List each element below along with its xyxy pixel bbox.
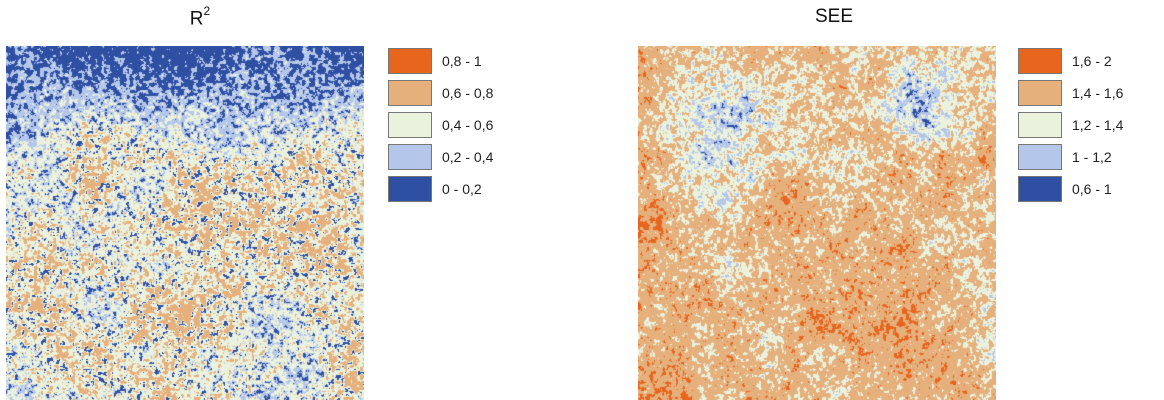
see-legend: 1,6 - 2 1,4 - 1,6 1,2 - 1,4 1 - 1,2 0,6 …: [1018, 46, 1123, 206]
r2-title-superscript: 2: [203, 4, 211, 18]
legend-item: 1,6 - 2: [1018, 46, 1123, 76]
see-map-title: SEE: [724, 6, 944, 28]
legend-item: 0 - 0,2: [388, 174, 493, 204]
legend-item: 0,6 - 1: [1018, 174, 1123, 204]
legend-label: 0,4 - 0,6: [442, 117, 494, 133]
legend-label: 1 - 1,2: [1072, 149, 1112, 165]
legend-swatch: [388, 80, 432, 106]
legend-label: 1,6 - 2: [1072, 53, 1112, 69]
r2-map-title: R2: [90, 4, 310, 30]
legend-swatch: [388, 48, 432, 74]
see-raster-map: [638, 46, 996, 400]
r2-legend: 0,8 - 1 0,6 - 0,8 0,4 - 0,6 0,2 - 0,4 0 …: [388, 46, 493, 206]
legend-item: 0,4 - 0,6: [388, 110, 493, 140]
see-title-text: SEE: [814, 6, 854, 27]
legend-item: 0,8 - 1: [388, 46, 493, 76]
legend-item: 1,2 - 1,4: [1018, 110, 1123, 140]
r2-raster-map: [6, 46, 364, 400]
legend-label: 1,4 - 1,6: [1072, 85, 1124, 101]
legend-swatch: [388, 176, 432, 202]
legend-item: 0,6 - 0,8: [388, 78, 493, 108]
legend-label: 0,6 - 1: [1072, 181, 1112, 197]
r2-title-text: R: [189, 8, 204, 30]
legend-swatch: [1018, 144, 1062, 170]
legend-label: 1,2 - 1,4: [1072, 117, 1124, 133]
legend-label: 0,8 - 1: [442, 53, 482, 69]
legend-item: 1,4 - 1,6: [1018, 78, 1123, 108]
legend-swatch: [1018, 176, 1062, 202]
legend-label: 0,6 - 0,8: [442, 85, 494, 101]
legend-swatch: [388, 144, 432, 170]
legend-swatch: [1018, 112, 1062, 138]
legend-label: 0,2 - 0,4: [442, 149, 494, 165]
legend-item: 0,2 - 0,4: [388, 142, 493, 172]
legend-item: 1 - 1,2: [1018, 142, 1123, 172]
legend-swatch: [1018, 48, 1062, 74]
legend-swatch: [388, 112, 432, 138]
legend-label: 0 - 0,2: [442, 181, 482, 197]
legend-swatch: [1018, 80, 1062, 106]
